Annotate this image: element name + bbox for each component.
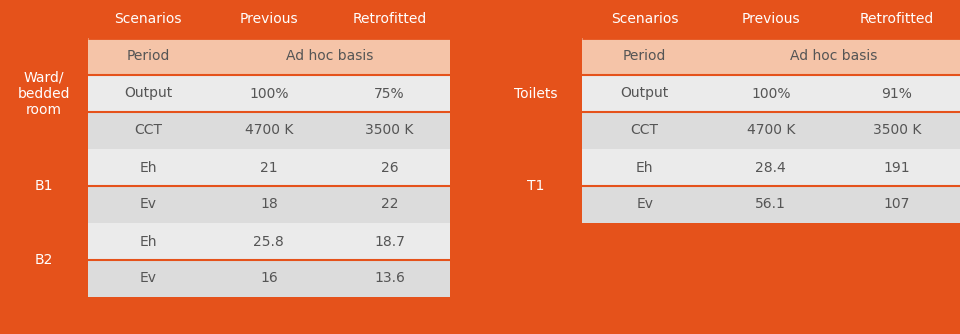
- Text: Eh: Eh: [139, 234, 156, 248]
- Text: Eh: Eh: [636, 161, 654, 174]
- Bar: [208, 223, 329, 260]
- Bar: [490, 38, 582, 149]
- Bar: [834, 112, 960, 149]
- Bar: [490, 149, 582, 223]
- Text: T1: T1: [527, 179, 544, 193]
- Bar: [87, 38, 208, 75]
- Bar: [708, 186, 834, 223]
- Bar: [708, 0, 834, 38]
- Text: 3500 K: 3500 K: [366, 124, 414, 138]
- Text: 4700 K: 4700 K: [747, 124, 795, 138]
- Text: Scenarios: Scenarios: [114, 12, 181, 26]
- Text: 21: 21: [260, 161, 277, 174]
- Text: 91%: 91%: [881, 87, 912, 101]
- Text: Retrofitted: Retrofitted: [352, 12, 427, 26]
- Bar: [582, 38, 708, 75]
- Bar: [708, 112, 834, 149]
- Bar: [834, 0, 960, 38]
- Bar: [329, 75, 450, 112]
- Bar: [329, 186, 450, 223]
- Bar: [208, 260, 329, 297]
- Bar: [708, 75, 834, 112]
- Text: Previous: Previous: [741, 12, 800, 26]
- Bar: [208, 149, 329, 186]
- Bar: [87, 149, 208, 186]
- Text: 18.7: 18.7: [374, 234, 405, 248]
- Text: 75%: 75%: [374, 87, 405, 101]
- Text: 13.6: 13.6: [374, 272, 405, 286]
- Text: Retrofitted: Retrofitted: [860, 12, 934, 26]
- Bar: [0, 0, 87, 38]
- Text: B2: B2: [35, 253, 53, 267]
- Bar: [208, 186, 329, 223]
- Text: 191: 191: [883, 161, 910, 174]
- Bar: [208, 112, 329, 149]
- Bar: [87, 112, 208, 149]
- Bar: [208, 0, 329, 38]
- Bar: [582, 149, 708, 186]
- Bar: [87, 260, 208, 297]
- Text: B1: B1: [35, 179, 53, 193]
- Text: Toilets: Toilets: [514, 87, 558, 101]
- Text: 56.1: 56.1: [756, 197, 786, 211]
- Bar: [0, 149, 87, 223]
- Bar: [87, 223, 208, 260]
- Bar: [87, 75, 208, 112]
- Bar: [87, 186, 208, 223]
- Bar: [708, 149, 834, 186]
- Bar: [208, 75, 329, 112]
- Text: Period: Period: [127, 49, 170, 63]
- Text: Period: Period: [623, 49, 666, 63]
- Text: 4700 K: 4700 K: [245, 124, 293, 138]
- Text: 28.4: 28.4: [756, 161, 786, 174]
- Text: Output: Output: [124, 87, 172, 101]
- Text: Ev: Ev: [139, 272, 156, 286]
- Text: Scenarios: Scenarios: [611, 12, 679, 26]
- Bar: [329, 149, 450, 186]
- Text: 18: 18: [260, 197, 277, 211]
- Text: Ad hoc basis: Ad hoc basis: [285, 49, 372, 63]
- Text: 100%: 100%: [751, 87, 791, 101]
- Bar: [834, 75, 960, 112]
- Bar: [490, 0, 582, 38]
- Text: CCT: CCT: [631, 124, 659, 138]
- Bar: [708, 38, 960, 75]
- Text: Ev: Ev: [139, 197, 156, 211]
- Bar: [582, 112, 708, 149]
- Text: CCT: CCT: [134, 124, 162, 138]
- Bar: [329, 0, 450, 38]
- Bar: [834, 149, 960, 186]
- Text: 22: 22: [381, 197, 398, 211]
- Text: 3500 K: 3500 K: [873, 124, 922, 138]
- Text: Previous: Previous: [240, 12, 299, 26]
- Text: Eh: Eh: [139, 161, 156, 174]
- Text: Ev: Ev: [636, 197, 653, 211]
- Text: 25.8: 25.8: [253, 234, 284, 248]
- Bar: [0, 38, 87, 149]
- Text: 107: 107: [884, 197, 910, 211]
- Bar: [329, 260, 450, 297]
- Text: Ad hoc basis: Ad hoc basis: [790, 49, 877, 63]
- Bar: [834, 186, 960, 223]
- Bar: [208, 38, 450, 75]
- Bar: [582, 186, 708, 223]
- Bar: [329, 112, 450, 149]
- Text: Ward/
bedded
room: Ward/ bedded room: [17, 70, 70, 117]
- Bar: [582, 0, 708, 38]
- Bar: [0, 223, 87, 297]
- Text: 16: 16: [260, 272, 277, 286]
- Bar: [582, 75, 708, 112]
- Text: 26: 26: [381, 161, 398, 174]
- Bar: [329, 223, 450, 260]
- Text: Output: Output: [620, 87, 669, 101]
- Bar: [87, 0, 208, 38]
- Text: 100%: 100%: [250, 87, 289, 101]
